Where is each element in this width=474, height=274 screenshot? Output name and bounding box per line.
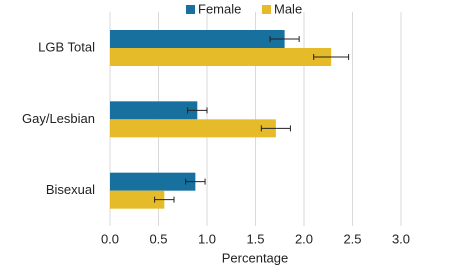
- error-bar: [187, 107, 208, 114]
- bar: [110, 172, 196, 191]
- x-tick-label: 0.5: [149, 231, 167, 246]
- error-bar: [269, 36, 300, 42]
- y-tick-label: Bisexual: [46, 182, 95, 197]
- x-tick-label: 0.0: [101, 231, 119, 246]
- error-bar: [185, 178, 206, 185]
- bar: [110, 48, 332, 66]
- legend-label: Male: [274, 1, 302, 16]
- bar: [110, 101, 198, 120]
- x-tick-label: 3.0: [392, 231, 410, 246]
- error-bar: [313, 54, 350, 60]
- x-tick-label: 1.0: [198, 231, 216, 246]
- error-bar: [154, 196, 175, 203]
- y-tick-label: LGB Total: [38, 39, 95, 54]
- x-tick-label: 2.0: [295, 231, 313, 246]
- bar: [110, 190, 165, 209]
- bar: [110, 30, 285, 48]
- bar: [110, 119, 276, 138]
- x-axis-label: Percentage: [222, 250, 289, 265]
- legend-label: Female: [198, 1, 241, 16]
- legend-swatch: [186, 5, 195, 14]
- x-tick-label: 2.5: [343, 231, 361, 246]
- legend-swatch: [262, 5, 271, 14]
- error-bar: [260, 125, 291, 132]
- y-tick-label: Gay/Lesbian: [22, 111, 95, 126]
- x-tick-label: 1.5: [246, 231, 264, 246]
